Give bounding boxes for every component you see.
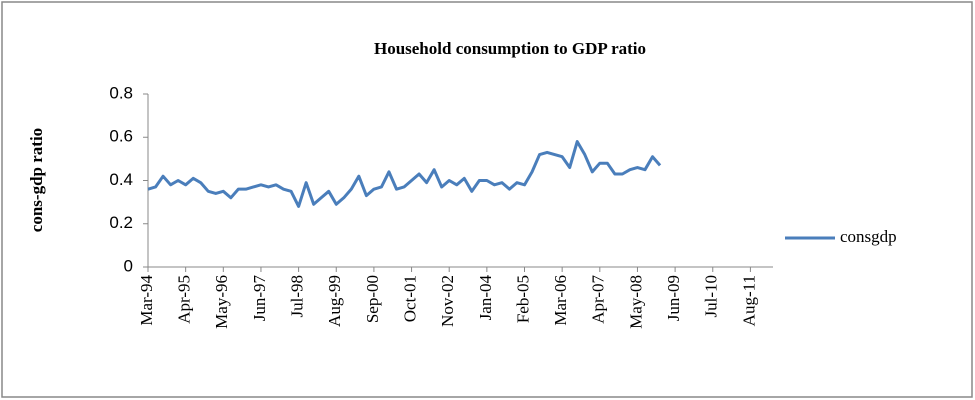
y-tick-label: 0.8	[109, 83, 133, 102]
y-tick-label: 0.2	[109, 213, 133, 232]
x-tick-label: Apr-07	[589, 275, 608, 324]
x-tick-label: Jul-10	[702, 275, 721, 318]
x-tick-label: Jun-97	[250, 275, 269, 322]
x-tick-label: Sep-00	[363, 275, 382, 323]
x-tick-label: Mar-06	[551, 275, 570, 326]
x-tick-label: May-96	[212, 275, 231, 329]
chart-title: Household consumption to GDP ratio	[374, 39, 646, 58]
x-tick-label: Jan-04	[476, 275, 495, 321]
y-tick-label: 0	[124, 256, 133, 275]
y-tick-label: 0.4	[109, 170, 133, 189]
x-tick-label: Apr-95	[175, 275, 194, 324]
y-tick-label: 0.6	[109, 127, 133, 146]
x-tick-label: May-08	[626, 275, 645, 329]
x-tick-label: Nov-02	[438, 275, 457, 327]
x-tick-label: Aug-99	[325, 275, 344, 327]
x-tick-label: Jul-98	[288, 275, 307, 318]
series-line	[147, 140, 662, 208]
x-tick-label: Mar-94	[137, 275, 156, 326]
x-tick-label: Aug-11	[739, 275, 758, 326]
x-tick-label: Oct-01	[400, 275, 419, 322]
y-axis-title: cons-gdp ratio	[27, 128, 46, 232]
legend-label: consgdp	[840, 227, 897, 246]
x-tick-label: Jun-09	[664, 275, 683, 321]
x-tick-label: Feb-05	[513, 275, 532, 323]
